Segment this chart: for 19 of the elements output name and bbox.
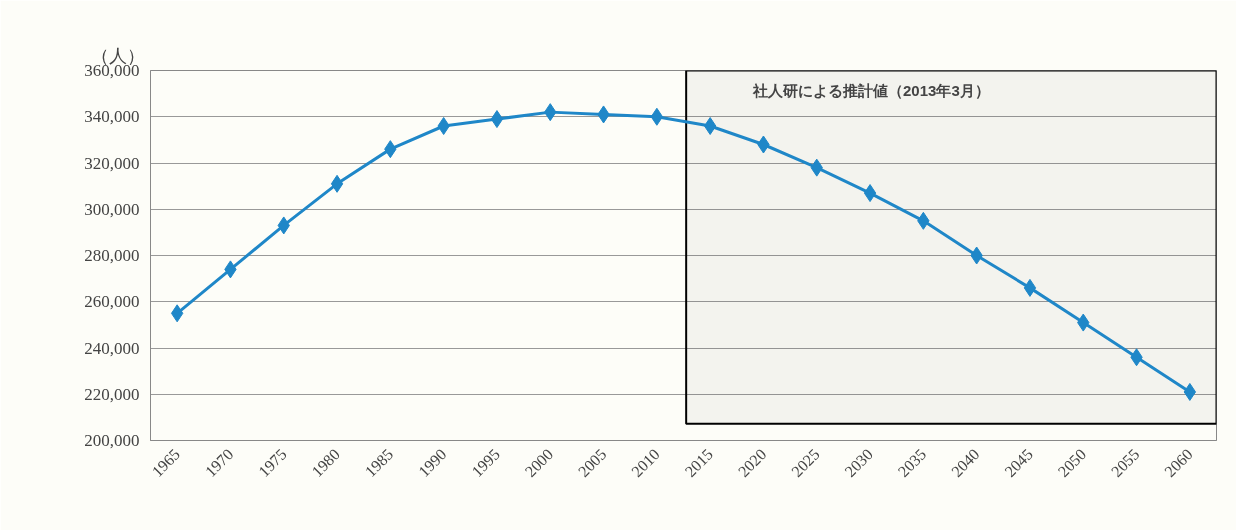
y-tick-label: 220,000 (84, 384, 140, 404)
point (1023, 278, 1037, 297)
point (490, 110, 504, 129)
point (330, 174, 344, 193)
y-tick-label: 260,000 (84, 292, 140, 312)
point (1183, 382, 1197, 401)
point (703, 117, 717, 135)
band-label: 社人研による推計値（2013年3月） (752, 81, 990, 99)
y-tick-label: 300,000 (84, 199, 140, 219)
y-axis-title: （人） (90, 45, 145, 66)
point (863, 184, 877, 203)
y-tick-label: 280,000 (84, 246, 140, 265)
point (437, 117, 450, 135)
y-tick-label: 200,000 (84, 431, 140, 450)
point (170, 304, 184, 323)
y-tick-label: 340,000 (84, 107, 140, 127)
y-tick-label: 320,000 (84, 153, 140, 173)
point (650, 107, 664, 126)
y-tick-label: 240,000 (84, 338, 140, 358)
